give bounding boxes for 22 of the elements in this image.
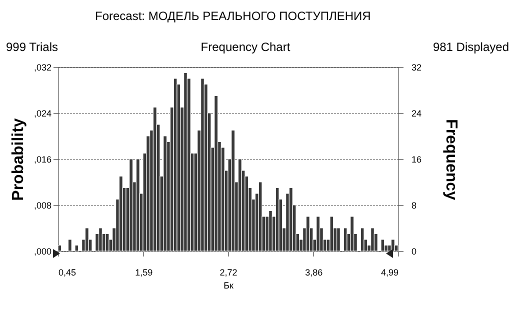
y-tick-label: 32 [412, 62, 422, 72]
y-tick-label: 24 [412, 108, 422, 118]
x-tick-label: 3,86 [305, 268, 323, 278]
y-tick-label: 16 [412, 154, 422, 164]
chart-title: Forecast: МОДЕЛЬ РЕАЛЬНОГО ПОСТУПЛЕНИЯ [95, 9, 371, 23]
category-label: ,024 [34, 108, 52, 118]
text: 999 Trials [6, 40, 58, 54]
y-tick-label: 8 [412, 200, 417, 210]
x-tick-label: 0,45 [58, 268, 76, 278]
x-tick-label: 1,59 [135, 268, 153, 278]
category-label: ,032 [34, 62, 52, 72]
text: 981 Displayed [432, 40, 509, 54]
y2-axis-title: Probability [10, 118, 27, 201]
category-label: ,016 [34, 154, 52, 164]
y-tick-label: 0 [412, 246, 417, 256]
chart-subtitle: Frequency Chart [200, 40, 290, 54]
y-axis-title: Frequency [442, 119, 460, 200]
category-label: ,008 [34, 200, 52, 210]
x-tick-label: 4,99 [380, 268, 398, 278]
x-tick-label: 2,72 [220, 268, 238, 278]
category-label: ,000 [34, 246, 52, 256]
x-axis-title: Бк [224, 280, 234, 290]
